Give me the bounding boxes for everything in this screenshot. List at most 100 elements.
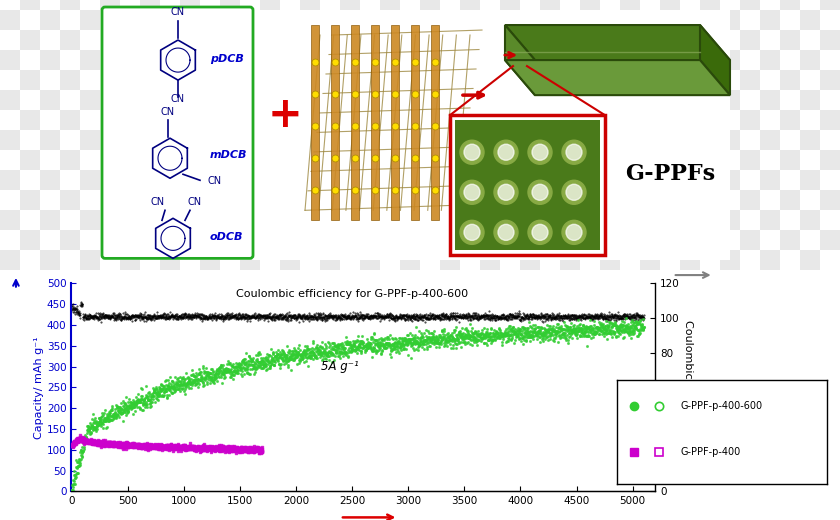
Point xyxy=(587,330,601,338)
Point xyxy=(150,383,163,392)
Point xyxy=(73,434,87,442)
Point xyxy=(360,344,374,353)
Point xyxy=(195,373,208,381)
Point xyxy=(245,446,259,454)
Point xyxy=(124,441,138,449)
Point xyxy=(366,337,380,346)
Point xyxy=(530,335,543,343)
Point xyxy=(395,340,408,348)
Point xyxy=(364,345,377,354)
Bar xyxy=(740,90,760,110)
Point xyxy=(213,446,227,454)
Point xyxy=(243,445,256,453)
Point xyxy=(86,415,99,423)
Point xyxy=(232,362,245,370)
Point xyxy=(603,329,617,337)
Point xyxy=(196,443,209,451)
Point xyxy=(386,345,400,354)
Bar xyxy=(100,10,120,30)
Point xyxy=(576,321,590,329)
Point xyxy=(612,322,625,331)
Point xyxy=(580,327,594,335)
Bar xyxy=(580,170,600,190)
Point xyxy=(99,441,113,449)
Point xyxy=(337,345,350,354)
Point xyxy=(153,443,166,451)
Point xyxy=(300,346,313,355)
Point xyxy=(211,444,224,452)
Point xyxy=(152,443,165,451)
Point xyxy=(170,442,183,450)
Point xyxy=(116,402,129,410)
Point xyxy=(364,339,377,347)
Point xyxy=(438,341,451,349)
Point xyxy=(71,436,85,445)
Point xyxy=(110,442,123,450)
Bar xyxy=(460,70,480,90)
Point xyxy=(210,365,223,373)
Circle shape xyxy=(494,180,518,204)
Point xyxy=(449,336,462,344)
Point xyxy=(478,334,491,342)
Point xyxy=(70,436,83,445)
Point xyxy=(398,336,412,344)
Point xyxy=(218,445,232,453)
Point xyxy=(181,441,195,450)
Point xyxy=(551,327,564,335)
Point xyxy=(405,341,418,349)
Point xyxy=(162,443,176,451)
Point xyxy=(631,318,644,326)
Point xyxy=(243,352,256,360)
Point xyxy=(245,365,259,373)
Point xyxy=(240,445,254,453)
Point xyxy=(117,439,130,448)
Point xyxy=(184,371,197,380)
Point xyxy=(65,441,78,449)
Point xyxy=(242,359,255,368)
Point xyxy=(228,445,242,453)
Bar xyxy=(440,30,460,50)
Point xyxy=(202,371,215,379)
Bar xyxy=(620,250,640,270)
Point xyxy=(484,332,497,341)
Point xyxy=(635,321,648,329)
Point xyxy=(104,406,118,414)
Text: G-PPF-p-400: G-PPF-p-400 xyxy=(680,447,741,458)
Point xyxy=(615,323,628,331)
Point xyxy=(67,477,81,486)
Point xyxy=(68,479,81,488)
Bar xyxy=(560,0,580,10)
Point xyxy=(158,444,171,452)
Point xyxy=(354,343,367,351)
Point xyxy=(470,330,483,338)
Point xyxy=(155,446,169,454)
Point xyxy=(143,441,156,450)
Point xyxy=(255,443,269,451)
Bar xyxy=(660,130,680,150)
Bar xyxy=(0,130,20,150)
Point xyxy=(114,440,128,449)
Point xyxy=(231,444,244,452)
Point xyxy=(542,332,555,341)
Point xyxy=(73,461,87,469)
Point xyxy=(536,328,549,336)
Point xyxy=(249,445,263,453)
Point xyxy=(360,335,373,344)
Point xyxy=(568,327,581,335)
Bar xyxy=(580,190,600,210)
Point xyxy=(170,443,183,451)
Point xyxy=(605,329,618,337)
Point xyxy=(190,443,203,451)
Point xyxy=(403,338,417,346)
Bar xyxy=(380,30,400,50)
Point xyxy=(192,442,205,450)
Point xyxy=(92,440,106,448)
Point xyxy=(101,440,114,449)
Bar xyxy=(240,30,260,50)
Point xyxy=(73,434,87,442)
Point xyxy=(196,444,209,452)
Point xyxy=(589,324,602,333)
Point xyxy=(475,334,488,342)
Point xyxy=(254,447,267,456)
Point xyxy=(586,327,600,335)
